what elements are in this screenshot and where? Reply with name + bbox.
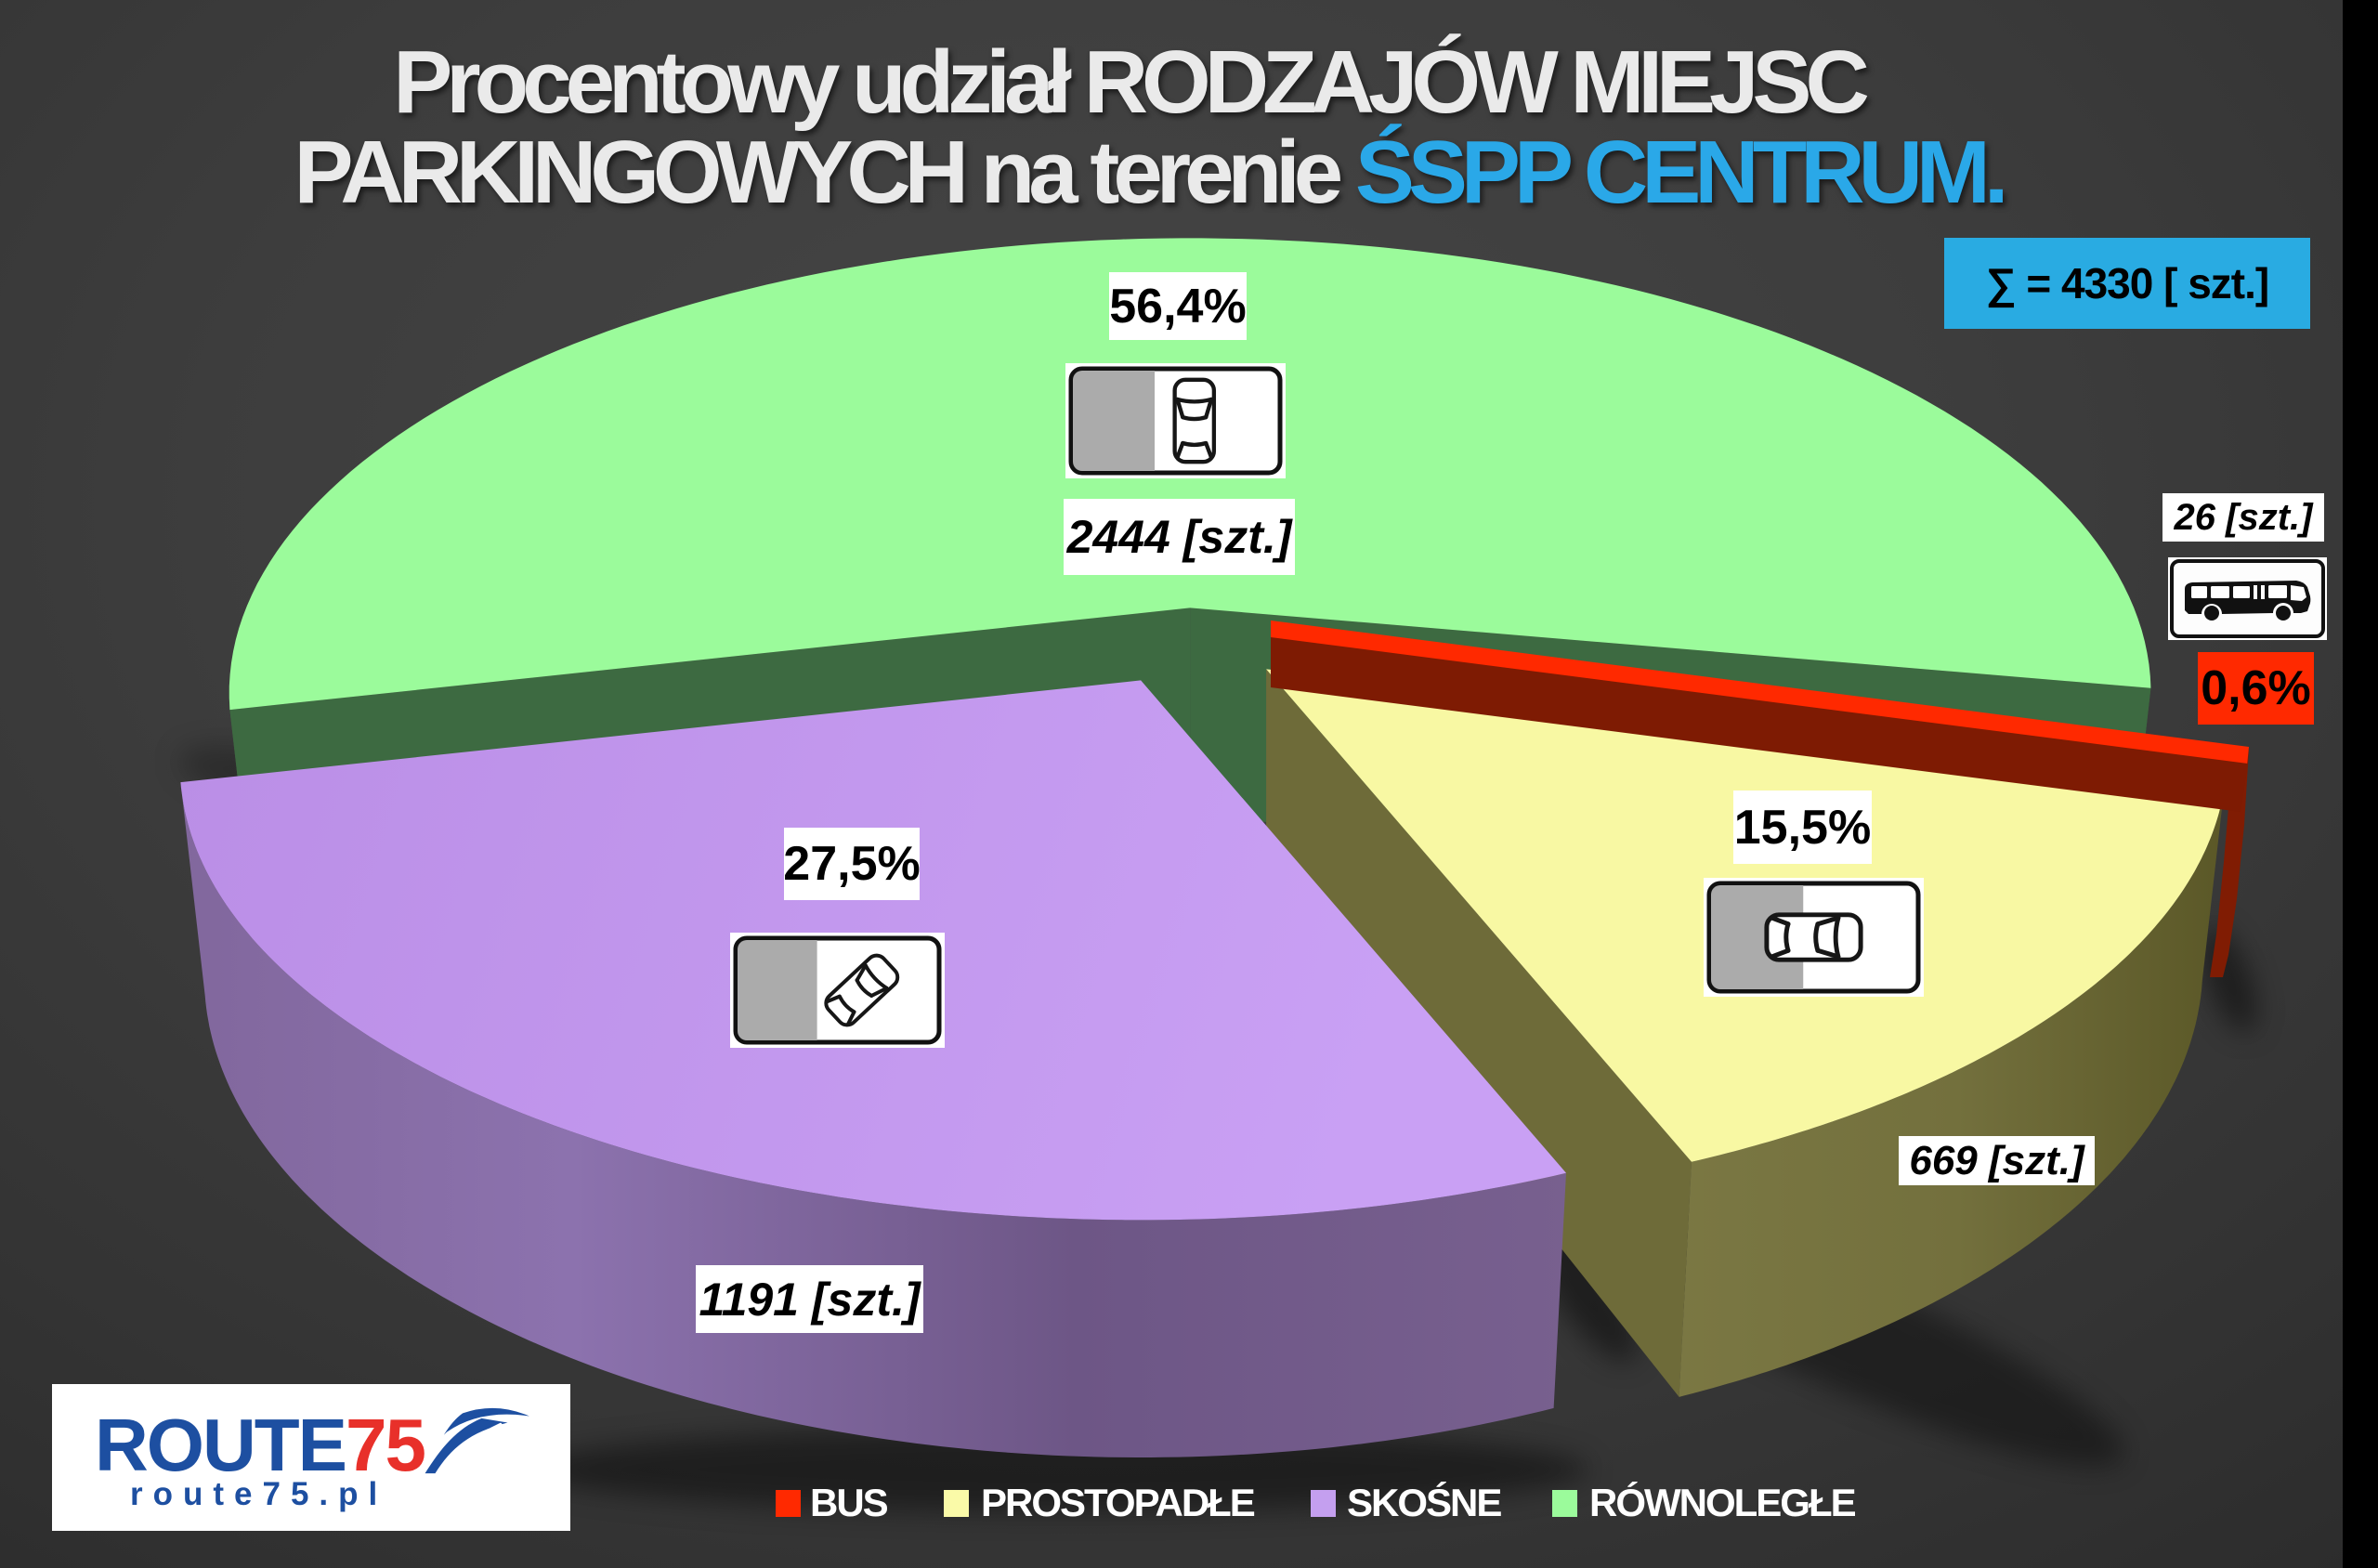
svg-text:ROUTE75: ROUTE75 (95, 1404, 425, 1486)
svg-text:route75.pl: route75.pl (130, 1476, 387, 1512)
